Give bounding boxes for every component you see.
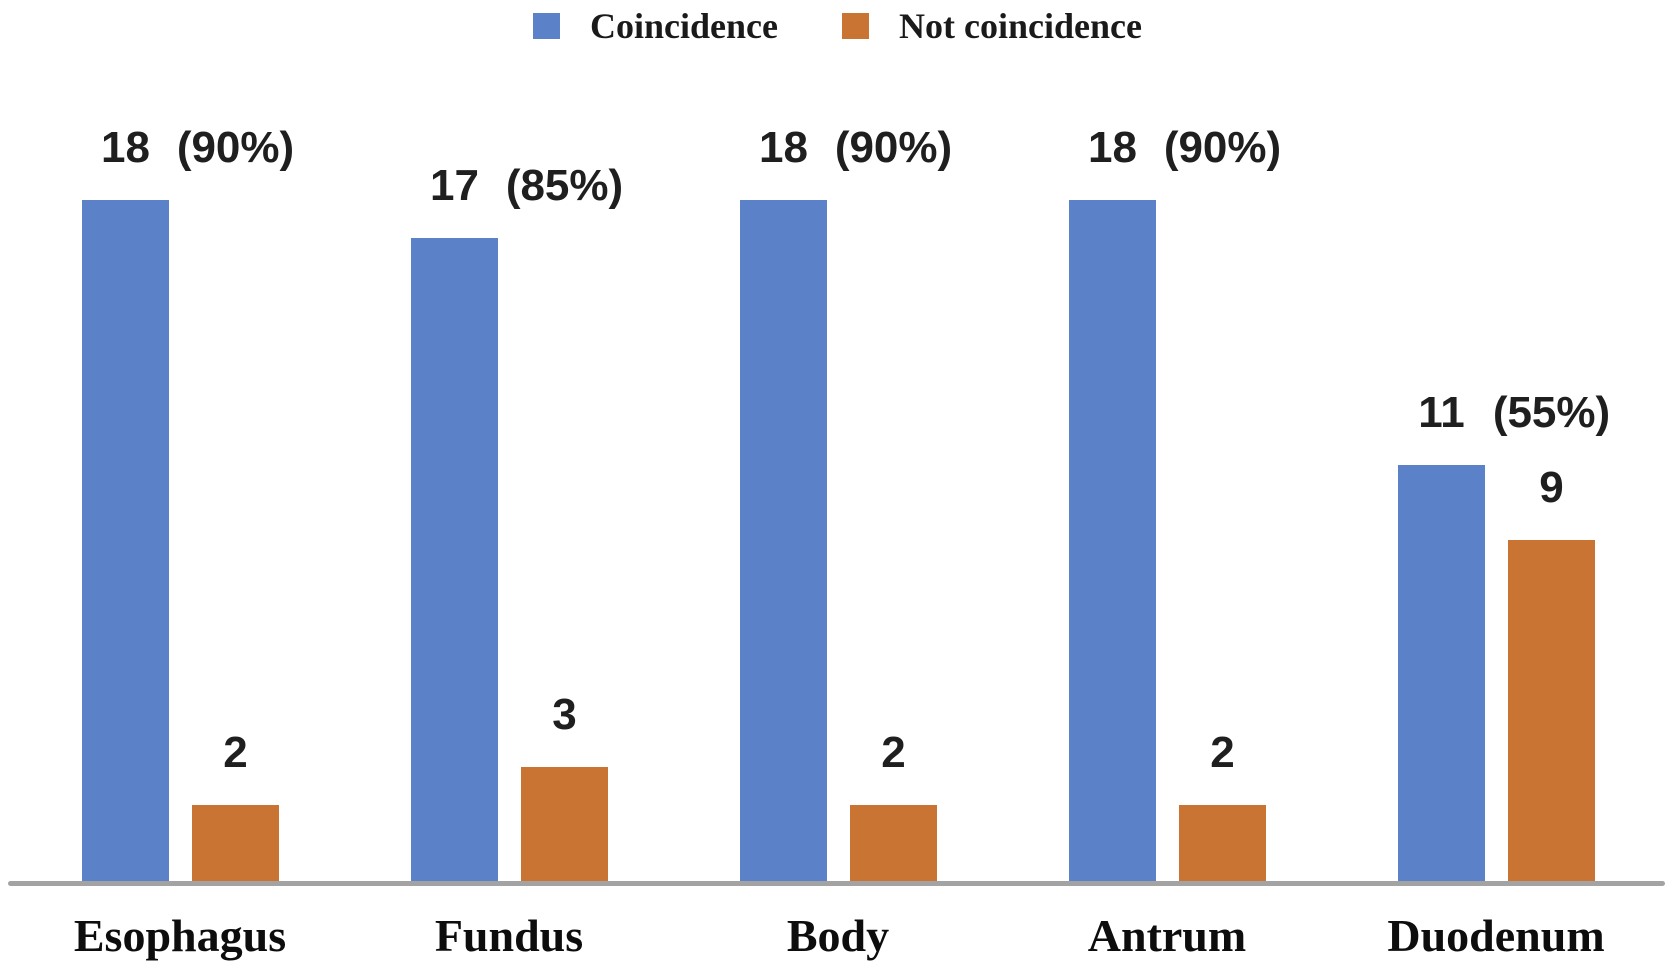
bar-coincidence-fundus [411, 238, 498, 881]
bar-not-coincidence-duodenum [1508, 540, 1595, 881]
bar-not-coincidence-esophagus [192, 805, 279, 881]
bar-not-coincidence-antrum [1179, 805, 1266, 881]
pct-label-duodenum: (55%) [1492, 388, 1611, 437]
value-label-coincidence-antrum: 18 [1088, 123, 1137, 172]
value-label-coincidence-body: 18 [759, 123, 808, 172]
category-label-fundus: Fundus [434, 910, 584, 961]
legend-label-not-coincidence: Not coincidence [899, 6, 1142, 46]
category-label-duodenum: Duodenum [1387, 910, 1605, 961]
bar-coincidence-duodenum [1398, 465, 1485, 881]
value-label-not-coincidence-fundus: 3 [552, 690, 577, 739]
value-label-coincidence-duodenum: 11 [1418, 388, 1465, 437]
bar-not-coincidence-body [850, 805, 937, 881]
legend: Coincidence Not coincidence [0, 4, 1675, 48]
legend-swatch-not-coincidence-icon [842, 13, 870, 39]
value-label-not-coincidence-duodenum: 9 [1539, 463, 1564, 512]
bar-coincidence-body [740, 200, 827, 881]
bar-coincidence-esophagus [82, 200, 169, 881]
legend-item-coincidence: Coincidence [533, 4, 778, 48]
pct-label-esophagus: (90%) [176, 123, 295, 172]
category-label-body: Body [786, 910, 890, 961]
category-label-esophagus: Esophagus [73, 910, 287, 961]
value-label-not-coincidence-esophagus: 2 [223, 728, 248, 777]
legend-item-not-coincidence: Not coincidence [842, 4, 1142, 48]
bar-coincidence-antrum [1069, 200, 1156, 881]
legend-label-coincidence: Coincidence [590, 6, 779, 46]
value-label-not-coincidence-body: 2 [881, 728, 906, 777]
pct-label-body: (90%) [834, 123, 953, 172]
value-label-coincidence-fundus: 17 [430, 161, 479, 210]
category-label-antrum: Antrum [1087, 910, 1247, 961]
legend-swatch-coincidence-icon [533, 13, 561, 39]
pct-label-antrum: (90%) [1163, 123, 1282, 172]
pct-label-fundus: (85%) [505, 161, 624, 210]
bar-not-coincidence-fundus [521, 767, 608, 881]
value-label-not-coincidence-antrum: 2 [1210, 728, 1235, 777]
x-axis-line [8, 881, 1665, 886]
value-label-coincidence-esophagus: 18 [101, 123, 150, 172]
